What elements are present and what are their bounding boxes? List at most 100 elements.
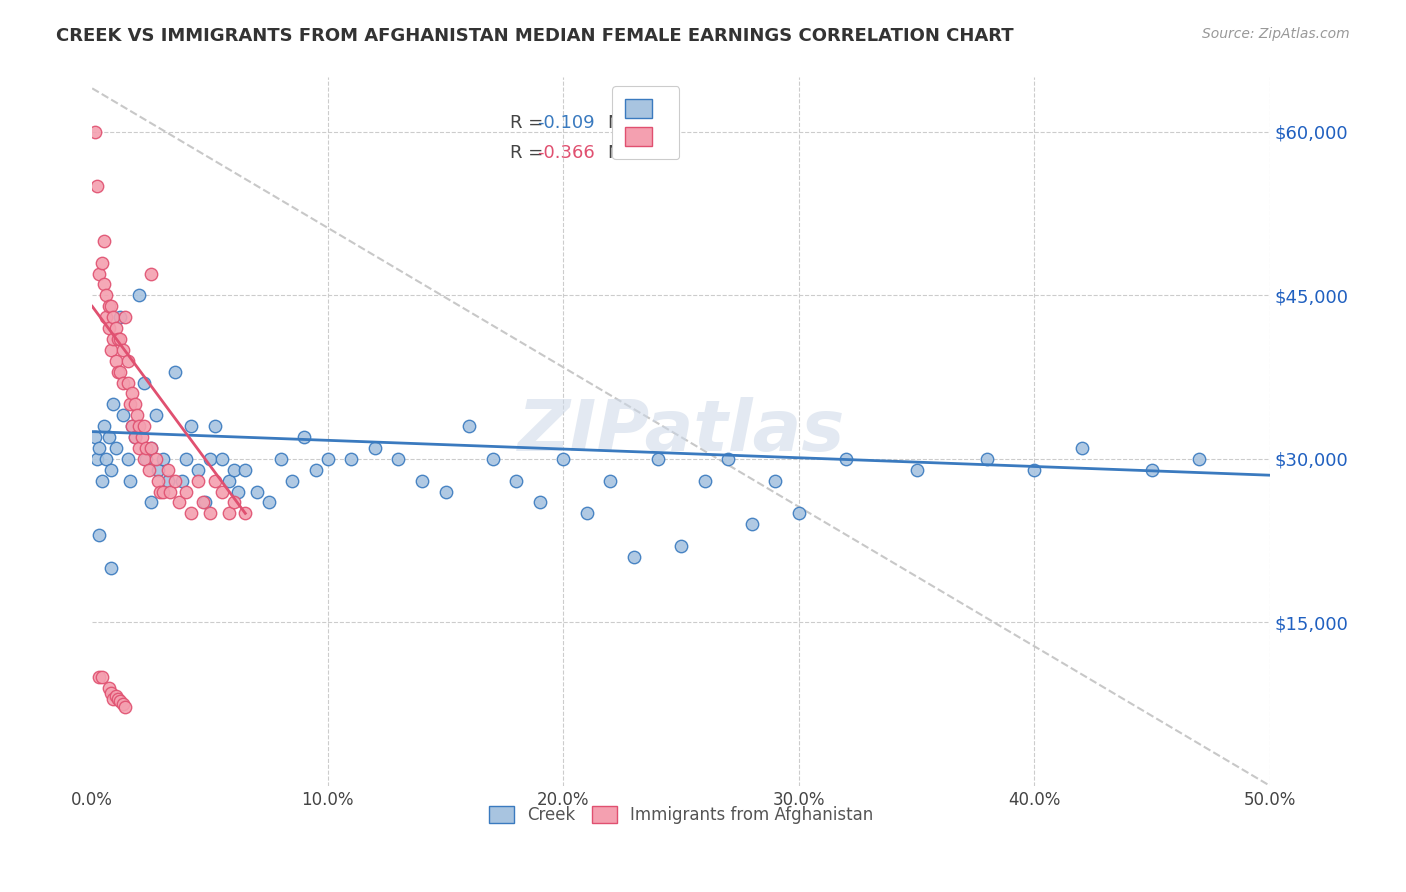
Point [111, 376, 134, 390]
Point [170, 474, 193, 488]
Point [96, 310, 118, 325]
Point [132, 376, 155, 390]
Point [125, 409, 148, 423]
Point [117, 353, 139, 368]
Point [139, 495, 162, 509]
Point [187, 474, 209, 488]
Point [152, 484, 174, 499]
Point [905, 463, 928, 477]
Point [111, 697, 134, 711]
Point [623, 549, 645, 564]
Point [89, 670, 111, 684]
Point [100, 561, 122, 575]
Point [226, 484, 249, 499]
Point [156, 463, 179, 477]
Point [976, 451, 998, 466]
Point [89, 441, 111, 455]
Point [128, 441, 150, 455]
Point [180, 419, 202, 434]
Point [529, 495, 551, 509]
Point [218, 474, 240, 488]
Point [340, 451, 363, 466]
Point [835, 451, 858, 466]
Point [118, 474, 141, 488]
Text: N =: N = [607, 114, 648, 133]
Point [86, 179, 108, 194]
Point [124, 397, 146, 411]
Point [194, 495, 217, 509]
Point [599, 474, 621, 488]
Point [132, 451, 155, 466]
Point [787, 506, 810, 520]
Point [146, 463, 169, 477]
Point [89, 528, 111, 542]
Point [100, 463, 122, 477]
Point [117, 451, 139, 466]
Point [131, 430, 153, 444]
Point [100, 299, 122, 313]
Point [145, 451, 167, 466]
Point [198, 506, 221, 520]
Point [110, 694, 132, 708]
Text: R =: R = [510, 145, 550, 162]
Point [222, 495, 245, 509]
Point [111, 343, 134, 357]
Point [1024, 463, 1046, 477]
Point [159, 484, 181, 499]
Point [180, 506, 202, 520]
Point [89, 267, 111, 281]
Text: N =: N = [607, 145, 648, 162]
Point [163, 474, 186, 488]
Point [693, 474, 716, 488]
Point [103, 332, 125, 346]
Point [104, 321, 127, 335]
Point [100, 343, 122, 357]
Point [717, 451, 740, 466]
Point [152, 451, 174, 466]
Point [281, 474, 304, 488]
Point [139, 267, 162, 281]
Point [90, 474, 112, 488]
Text: -0.366: -0.366 [537, 145, 595, 162]
Point [222, 463, 245, 477]
Point [103, 691, 125, 706]
Point [481, 451, 503, 466]
Point [1188, 451, 1211, 466]
Text: 74: 74 [631, 114, 657, 133]
Point [100, 686, 122, 700]
Text: -0.109: -0.109 [537, 114, 595, 133]
Point [169, 495, 191, 509]
Point [114, 700, 136, 714]
Point [104, 441, 127, 455]
Point [434, 484, 457, 499]
Point [647, 451, 669, 466]
Point [138, 463, 160, 477]
Point [114, 310, 136, 325]
Point [124, 430, 146, 444]
Point [204, 419, 226, 434]
Point [107, 332, 129, 346]
Point [90, 256, 112, 270]
Point [204, 474, 226, 488]
Point [139, 441, 162, 455]
Text: ZIPatlas: ZIPatlas [517, 397, 845, 467]
Point [163, 365, 186, 379]
Point [139, 441, 162, 455]
Point [93, 419, 115, 434]
Point [83, 125, 105, 139]
Point [305, 463, 328, 477]
Point [96, 451, 118, 466]
Point [104, 690, 127, 704]
Point [211, 484, 233, 499]
Text: R =: R = [510, 114, 550, 133]
Point [763, 474, 786, 488]
Point [128, 288, 150, 302]
Text: 68: 68 [631, 145, 657, 162]
Point [97, 299, 120, 313]
Point [124, 430, 146, 444]
Point [93, 277, 115, 292]
Point [553, 451, 575, 466]
Text: Source: ZipAtlas.com: Source: ZipAtlas.com [1202, 27, 1350, 41]
Point [121, 419, 143, 434]
Point [93, 234, 115, 248]
